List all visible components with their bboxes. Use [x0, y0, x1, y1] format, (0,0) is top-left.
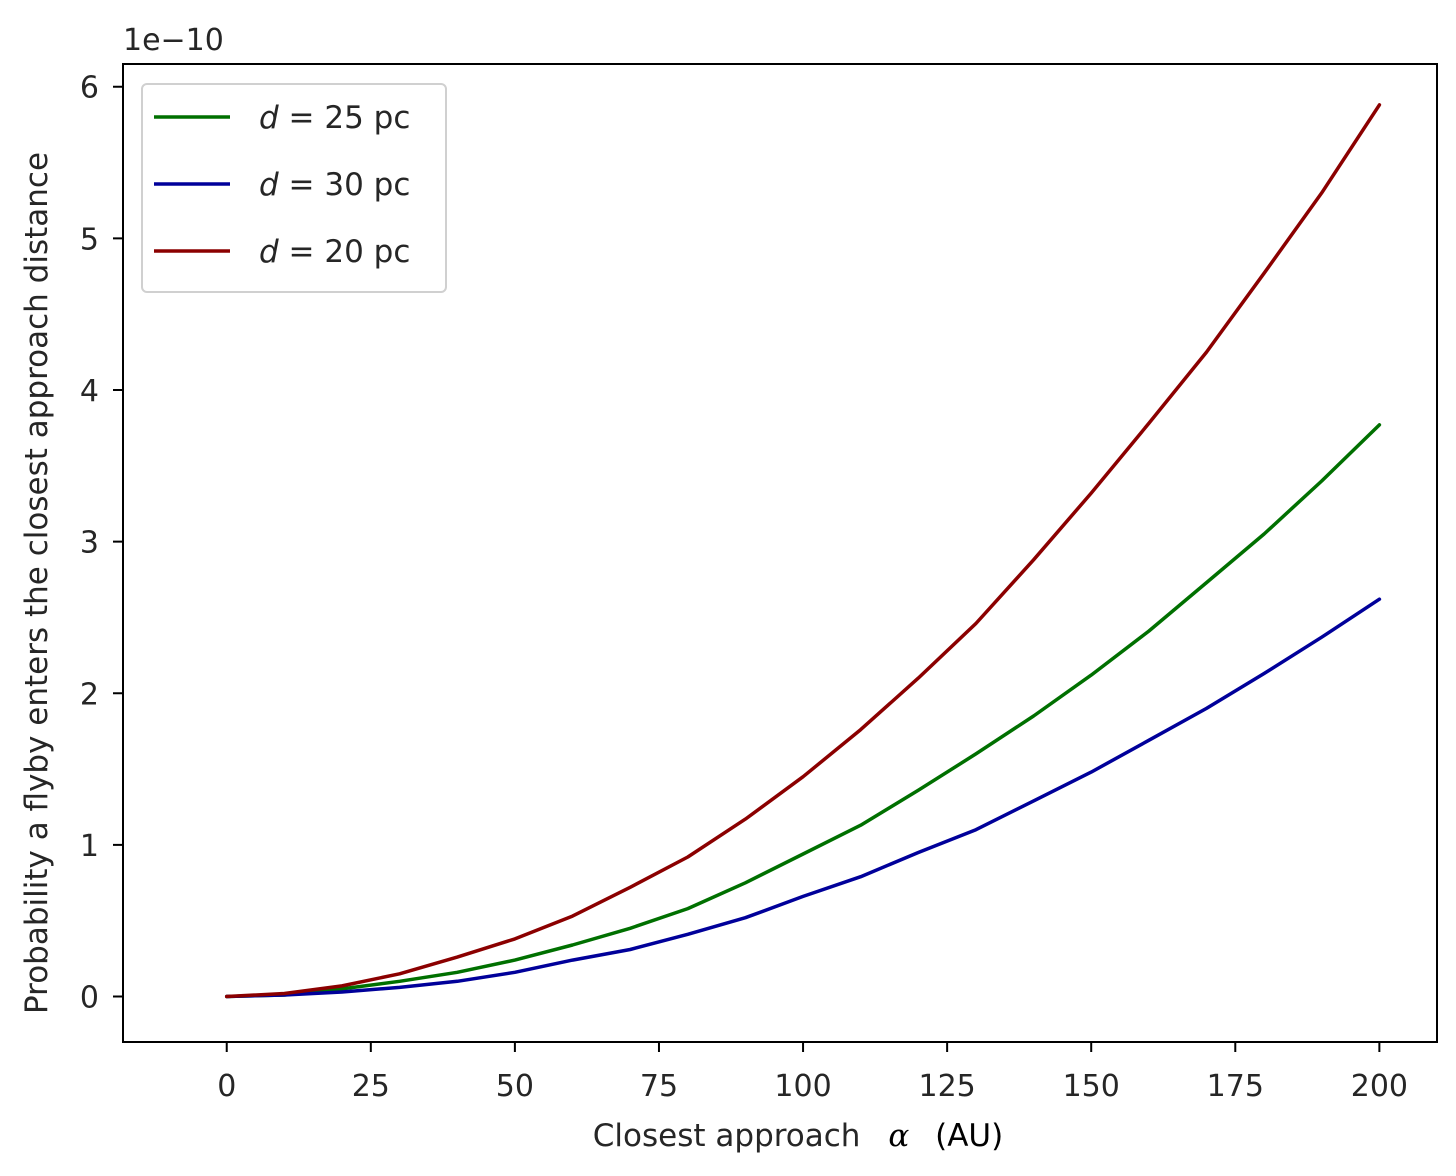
y-axis-label: Probability a flyby enters the closest a… — [19, 152, 55, 1014]
x-tick-label: 25 — [352, 1069, 390, 1104]
legend-label-variable: d — [259, 100, 279, 136]
plot-frame — [122, 63, 1438, 1043]
x-tick-label: 50 — [496, 1069, 534, 1104]
x-axis-label-unit: (AU) — [935, 1118, 1003, 1154]
x-tick-label: 0 — [217, 1069, 236, 1104]
y-tick-label: 2 — [80, 677, 99, 712]
x-tick-label: 200 — [1351, 1069, 1408, 1104]
x-tick-label: 175 — [1207, 1069, 1264, 1104]
legend-label-value: = 20 pc — [279, 234, 411, 270]
series-line — [224, 103, 1382, 999]
y-offset-label: 1e−10 — [123, 23, 224, 58]
x-axis-label: Closest approach α (AU) — [593, 1118, 1003, 1154]
legend-label-value: = 30 pc — [279, 167, 411, 203]
legend-label: d = 20 pc — [259, 234, 410, 270]
x-axis: 0 25 50 75 100 125 150 175 200 — [217, 1042, 1408, 1104]
y-axis: 0 1 2 3 4 5 6 — [80, 71, 123, 1016]
y-tick-label: 5 — [80, 222, 99, 257]
legend-label-value: = 25 pc — [279, 100, 411, 136]
legend-label-variable: d — [259, 234, 279, 270]
series-line — [224, 597, 1382, 999]
legend-label-variable: d — [259, 167, 279, 203]
x-tick-label: 75 — [640, 1069, 678, 1104]
y-tick-label: 4 — [80, 374, 99, 409]
y-tick-label: 6 — [80, 71, 99, 106]
legend-label: d = 25 pc — [259, 100, 410, 136]
x-tick-label: 100 — [774, 1069, 831, 1104]
y-tick-label: 1 — [80, 829, 99, 864]
x-axis-label-symbol: α — [888, 1118, 909, 1154]
x-axis-label-text: Closest approach — [593, 1118, 861, 1154]
series-layer — [224, 103, 1382, 999]
y-tick-label: 3 — [80, 526, 99, 561]
series-line — [224, 423, 1382, 999]
x-tick-label: 150 — [1063, 1069, 1120, 1104]
legend-label: d = 30 pc — [259, 167, 410, 203]
legend-box — [141, 83, 447, 293]
x-tick-label: 125 — [918, 1069, 975, 1104]
y-tick-label: 0 — [80, 981, 99, 1016]
legend: d = 25 pcd = 30 pcd = 20 pc — [141, 83, 447, 293]
